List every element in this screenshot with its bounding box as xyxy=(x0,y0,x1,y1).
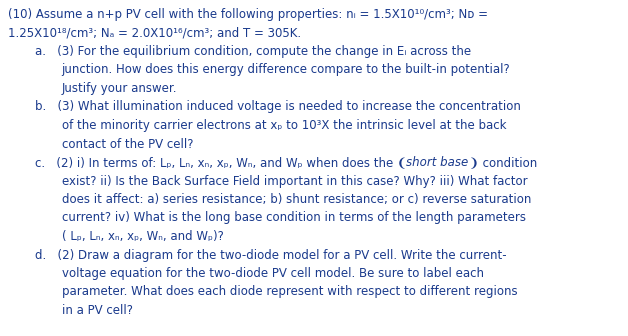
Text: voltage equation for the two-diode PV cell model. Be sure to label each: voltage equation for the two-diode PV ce… xyxy=(62,267,484,280)
Text: short base: short base xyxy=(406,156,468,169)
Text: does it affect: a) series resistance; b) shunt resistance; or c) reverse saturat: does it affect: a) series resistance; b)… xyxy=(62,193,531,206)
Text: junction. How does this energy difference compare to the built-in potential?: junction. How does this energy differenc… xyxy=(62,64,511,77)
Text: ❩ condition: ❩ condition xyxy=(468,156,537,169)
Text: current? iv) What is the long base condition in terms of the length parameters: current? iv) What is the long base condi… xyxy=(62,211,526,224)
Text: contact of the PV cell?: contact of the PV cell? xyxy=(62,137,193,151)
Text: parameter. What does each diode represent with respect to different regions: parameter. What does each diode represen… xyxy=(62,286,517,298)
Text: of the minority carrier electrons at xₚ to 10³X the intrinsic level at the back: of the minority carrier electrons at xₚ … xyxy=(62,119,506,132)
Text: (10) Assume a n+p PV cell with the following properties: nᵢ = 1.5X10¹⁰/cm³; Nᴅ =: (10) Assume a n+p PV cell with the follo… xyxy=(8,8,487,21)
Text: ( Lₚ, Lₙ, xₙ, xₚ, Wₙ, and Wₚ)?: ( Lₚ, Lₙ, xₙ, xₚ, Wₙ, and Wₚ)? xyxy=(62,230,224,243)
Text: d.   (2) Draw a diagram for the two-diode model for a PV cell. Write the current: d. (2) Draw a diagram for the two-diode … xyxy=(35,249,506,261)
Text: b.   (3) What illumination induced voltage is needed to increase the concentrati: b. (3) What illumination induced voltage… xyxy=(35,100,521,114)
Text: Justify your answer.: Justify your answer. xyxy=(62,82,177,95)
Text: 1.25X10¹⁸/cm³; Nₐ = 2.0X10¹⁶/cm³; and T = 305K.: 1.25X10¹⁸/cm³; Nₐ = 2.0X10¹⁶/cm³; and T … xyxy=(8,27,301,40)
Text: exist? ii) Is the Back Surface Field important in this case? Why? iii) What fact: exist? ii) Is the Back Surface Field imp… xyxy=(62,174,527,187)
Text: a.   (3) For the equilibrium condition, compute the change in Eᵢ across the: a. (3) For the equilibrium condition, co… xyxy=(35,45,470,58)
Text: c.   (2) i) In terms of: Lₚ, Lₙ, xₙ, xₚ, Wₙ, and Wₚ when does the ❨: c. (2) i) In terms of: Lₚ, Lₙ, xₙ, xₚ, W… xyxy=(35,156,406,169)
Text: in a PV cell?: in a PV cell? xyxy=(62,304,133,317)
